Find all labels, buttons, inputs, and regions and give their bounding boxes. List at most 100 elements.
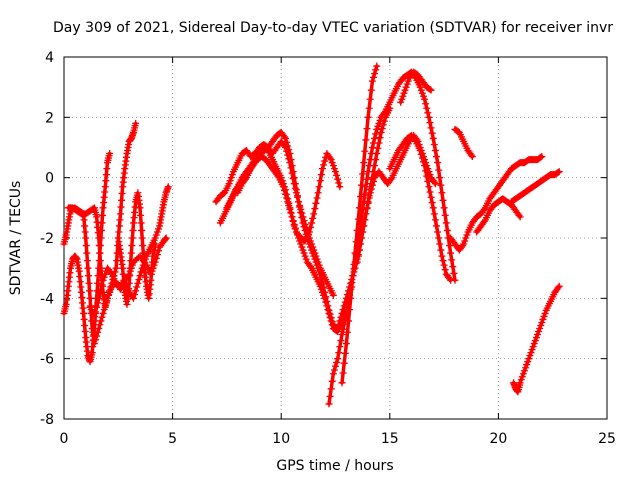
data-point [371, 134, 379, 142]
data-point [540, 312, 548, 320]
data-point [532, 334, 540, 342]
data-point [323, 302, 331, 310]
data-point [431, 180, 439, 188]
data-point [320, 291, 328, 299]
data-point [524, 358, 532, 366]
data-point [91, 308, 99, 316]
data-point [430, 210, 438, 218]
data-point [370, 139, 378, 147]
data-point [127, 257, 135, 265]
data-point [364, 199, 372, 207]
data-point [149, 258, 157, 266]
y-tick-label: -4 [40, 291, 54, 307]
data-point [329, 370, 337, 378]
data-point [422, 167, 430, 175]
data-point [300, 249, 308, 257]
data-point [330, 165, 338, 173]
data-point [555, 282, 563, 290]
data-point [429, 134, 437, 142]
data-point [151, 234, 159, 242]
data-point [370, 177, 378, 185]
y-tick-label: 0 [45, 171, 54, 187]
data-point [129, 226, 137, 234]
data-points [60, 62, 563, 408]
data-point [324, 306, 332, 314]
data-point [362, 136, 370, 144]
data-point [313, 194, 321, 202]
data-point [326, 154, 334, 162]
data-point [120, 276, 128, 284]
data-point [528, 346, 536, 354]
data-point [96, 321, 104, 329]
data-point [440, 204, 448, 212]
data-point [336, 183, 344, 191]
data-point [397, 98, 405, 106]
data-point [398, 95, 406, 103]
data-point [525, 355, 533, 363]
data-point [518, 373, 526, 381]
data-point [103, 294, 111, 302]
data-point [106, 150, 114, 158]
data-point [88, 349, 96, 357]
data-point [311, 255, 319, 263]
data-point [321, 157, 329, 165]
data-point [89, 205, 97, 213]
data-point [288, 213, 296, 221]
data-point [95, 242, 103, 250]
data-point [387, 175, 395, 183]
data-point [132, 119, 140, 127]
data-point [343, 328, 351, 336]
data-point [417, 150, 425, 158]
data-point [340, 359, 348, 367]
data-point [116, 210, 124, 218]
data-point [284, 195, 292, 203]
data-point [115, 222, 123, 230]
data-point [282, 134, 290, 142]
data-point [312, 199, 320, 207]
data-point [459, 242, 467, 250]
data-point [147, 270, 155, 278]
x-tick-label: 10 [272, 431, 290, 447]
data-point [341, 349, 349, 357]
data-point [411, 136, 419, 144]
data-point [338, 331, 346, 339]
data-point [435, 166, 443, 174]
data-point [422, 100, 430, 108]
data-point [285, 199, 293, 207]
data-point [360, 222, 368, 230]
data-point [96, 290, 104, 298]
data-point [282, 186, 290, 194]
data-point [101, 183, 109, 191]
data-point [367, 86, 375, 94]
data-point [105, 291, 113, 299]
data-point [292, 186, 300, 194]
data-point [421, 162, 429, 170]
data-point [400, 89, 408, 97]
data-point [316, 282, 324, 290]
data-point [318, 165, 326, 173]
data-point [310, 252, 318, 260]
grid [64, 57, 607, 419]
data-point [321, 294, 329, 302]
data-point [335, 349, 343, 357]
data-point [348, 283, 356, 291]
data-point [314, 264, 322, 272]
data-point [97, 285, 105, 293]
data-point [555, 168, 563, 176]
data-point [359, 228, 367, 236]
data-point [361, 216, 369, 224]
data-point [327, 317, 335, 325]
data-point [432, 153, 440, 161]
data-point [349, 272, 357, 280]
data-point [380, 109, 388, 117]
data-point [461, 237, 469, 245]
data-point [134, 279, 142, 287]
data-point [374, 122, 382, 130]
data-point [134, 254, 142, 262]
data-point [367, 185, 375, 193]
data-point [283, 190, 291, 198]
data-point [119, 264, 127, 272]
data-point [83, 249, 91, 257]
data-point [97, 264, 105, 272]
